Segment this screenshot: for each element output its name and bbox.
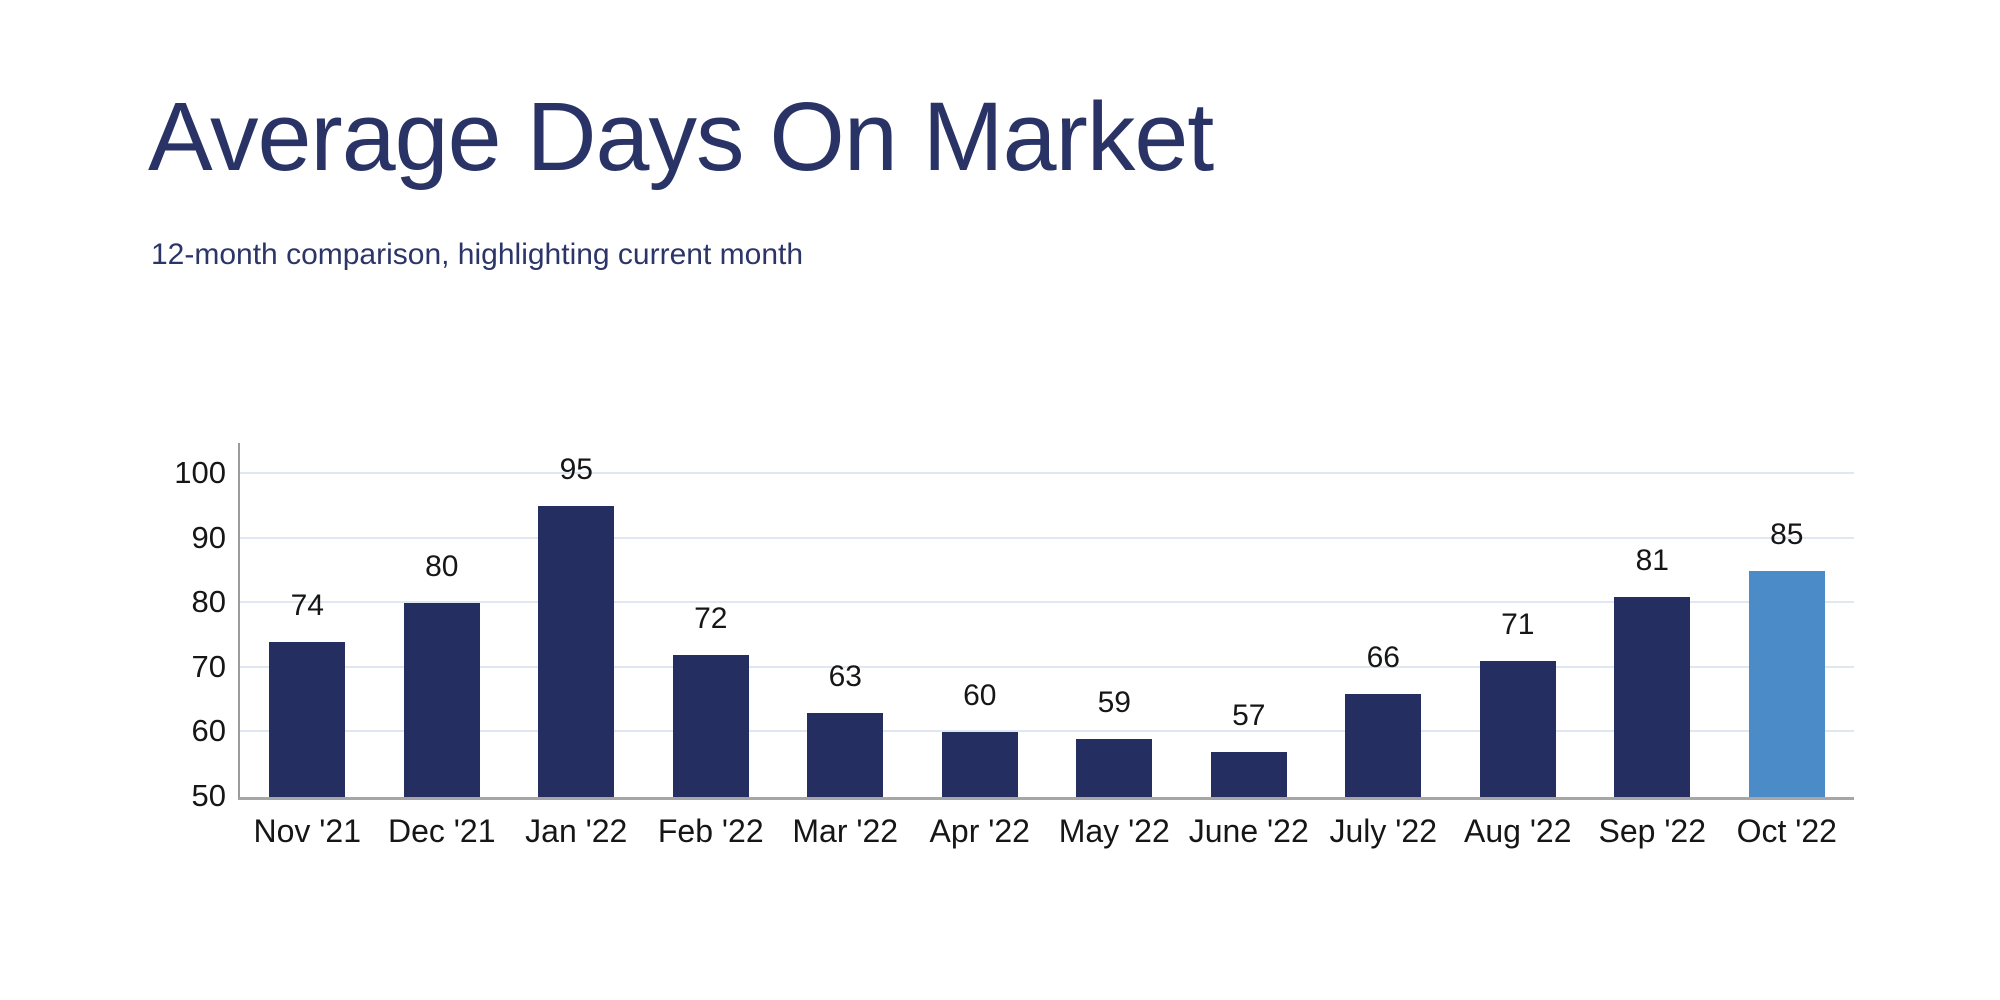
bar-slot-july-22: 66 [1316,640,1451,797]
gridline-100 [240,472,1854,474]
bar-chart-plot-area: 74 80 95 72 63 60 59 57 66 71 81 85 Nov '21 Dec '21 J… [174,443,1854,849]
bar-value-label: 63 [828,660,862,694]
bar-dec-21 [403,603,480,797]
bar-value-label: 81 [1635,543,1669,577]
x-axis-label-dec-21: Dec '21 [388,813,496,849]
y-axis-tick-label: 100 [174,455,226,490]
bar-feb-22 [672,654,749,797]
bar-slot-sep-22: 81 [1585,543,1720,797]
x-axis-label-oct-22: Oct '22 [1736,813,1837,849]
bar-may-22 [1076,738,1153,797]
x-axis-label-feb-22: Feb '22 [657,813,764,849]
gridline-60 [240,730,1854,733]
bar-value-label: 66 [1366,640,1400,674]
bar-jan-22 [538,506,615,797]
x-axis-label-jan-22: Jan '22 [525,813,628,849]
bar-value-label: 95 [559,453,593,487]
bar-value-label: 72 [694,601,728,635]
page-subtitle: 12-month comparison, highlighting curren… [151,238,804,271]
bar-slot-aug-22: 71 [1451,610,1586,797]
gridline-70 [240,665,1854,668]
bar-apr-22 [941,732,1018,797]
x-axis-label-nov-21: Nov '21 [253,813,362,849]
bar-slot-dec-21: 80 [375,552,510,797]
bar-aug-22 [1479,661,1556,797]
bar-slot-apr-22: 60 [913,681,1048,797]
bar-slot-june-22: 57 [1182,698,1317,797]
bar-mar-22 [807,713,884,797]
bar-value-label: 59 [1097,685,1131,719]
y-axis-tick-label: 50 [191,778,226,813]
gridline-90 [240,536,1854,539]
x-axis-label-may-22: May '22 [1058,813,1170,849]
bar-value-label: 80 [425,550,459,584]
bar-sep-22 [1614,596,1691,797]
gridline-80 [240,601,1854,604]
x-axis-label-sep-22: Sep '22 [1598,813,1707,849]
x-axis-label-july-22: July '22 [1329,813,1438,849]
bar-july-22 [1345,693,1422,797]
bar-nov-21 [269,641,346,797]
bars-row: 74 80 95 72 63 60 59 57 66 71 81 85 [240,443,1854,797]
bar-slot-mar-22: 63 [778,662,913,797]
bar-slot-feb-22: 72 [644,601,779,797]
bar-slot-may-22: 59 [1047,685,1182,797]
bar-value-label: 71 [1501,608,1535,642]
bar-slot-jan-22: 95 [509,455,644,797]
page-title: Average Days On Market [148,82,1214,191]
x-axis-label-aug-22: Aug '22 [1463,813,1572,849]
x-axis-label-june-22: June '22 [1188,813,1309,849]
bar-value-label: 85 [1770,517,1804,551]
bar-june-22 [1210,751,1287,797]
x-axis-labels-row: Nov '21 Dec '21 Jan '22 Feb '22 Mar '22 Apr '… [240,813,1854,849]
y-axis-tick-label: 60 [191,713,226,749]
bar-slot-oct-22: 85 [1720,517,1855,797]
y-axis-tick-label: 70 [191,648,226,684]
bar-oct-22-highlighted [1748,570,1825,797]
y-axis-tick-label: 80 [191,584,226,620]
x-axis-label-apr-22: Apr '22 [929,813,1030,849]
bar-slot-nov-21: 74 [240,588,375,797]
bar-value-label: 74 [290,588,324,622]
x-axis-label-mar-22: Mar '22 [792,813,899,849]
bar-value-label: 57 [1232,698,1266,732]
y-axis-tick-label: 90 [191,519,226,555]
bar-value-label: 60 [963,679,997,713]
